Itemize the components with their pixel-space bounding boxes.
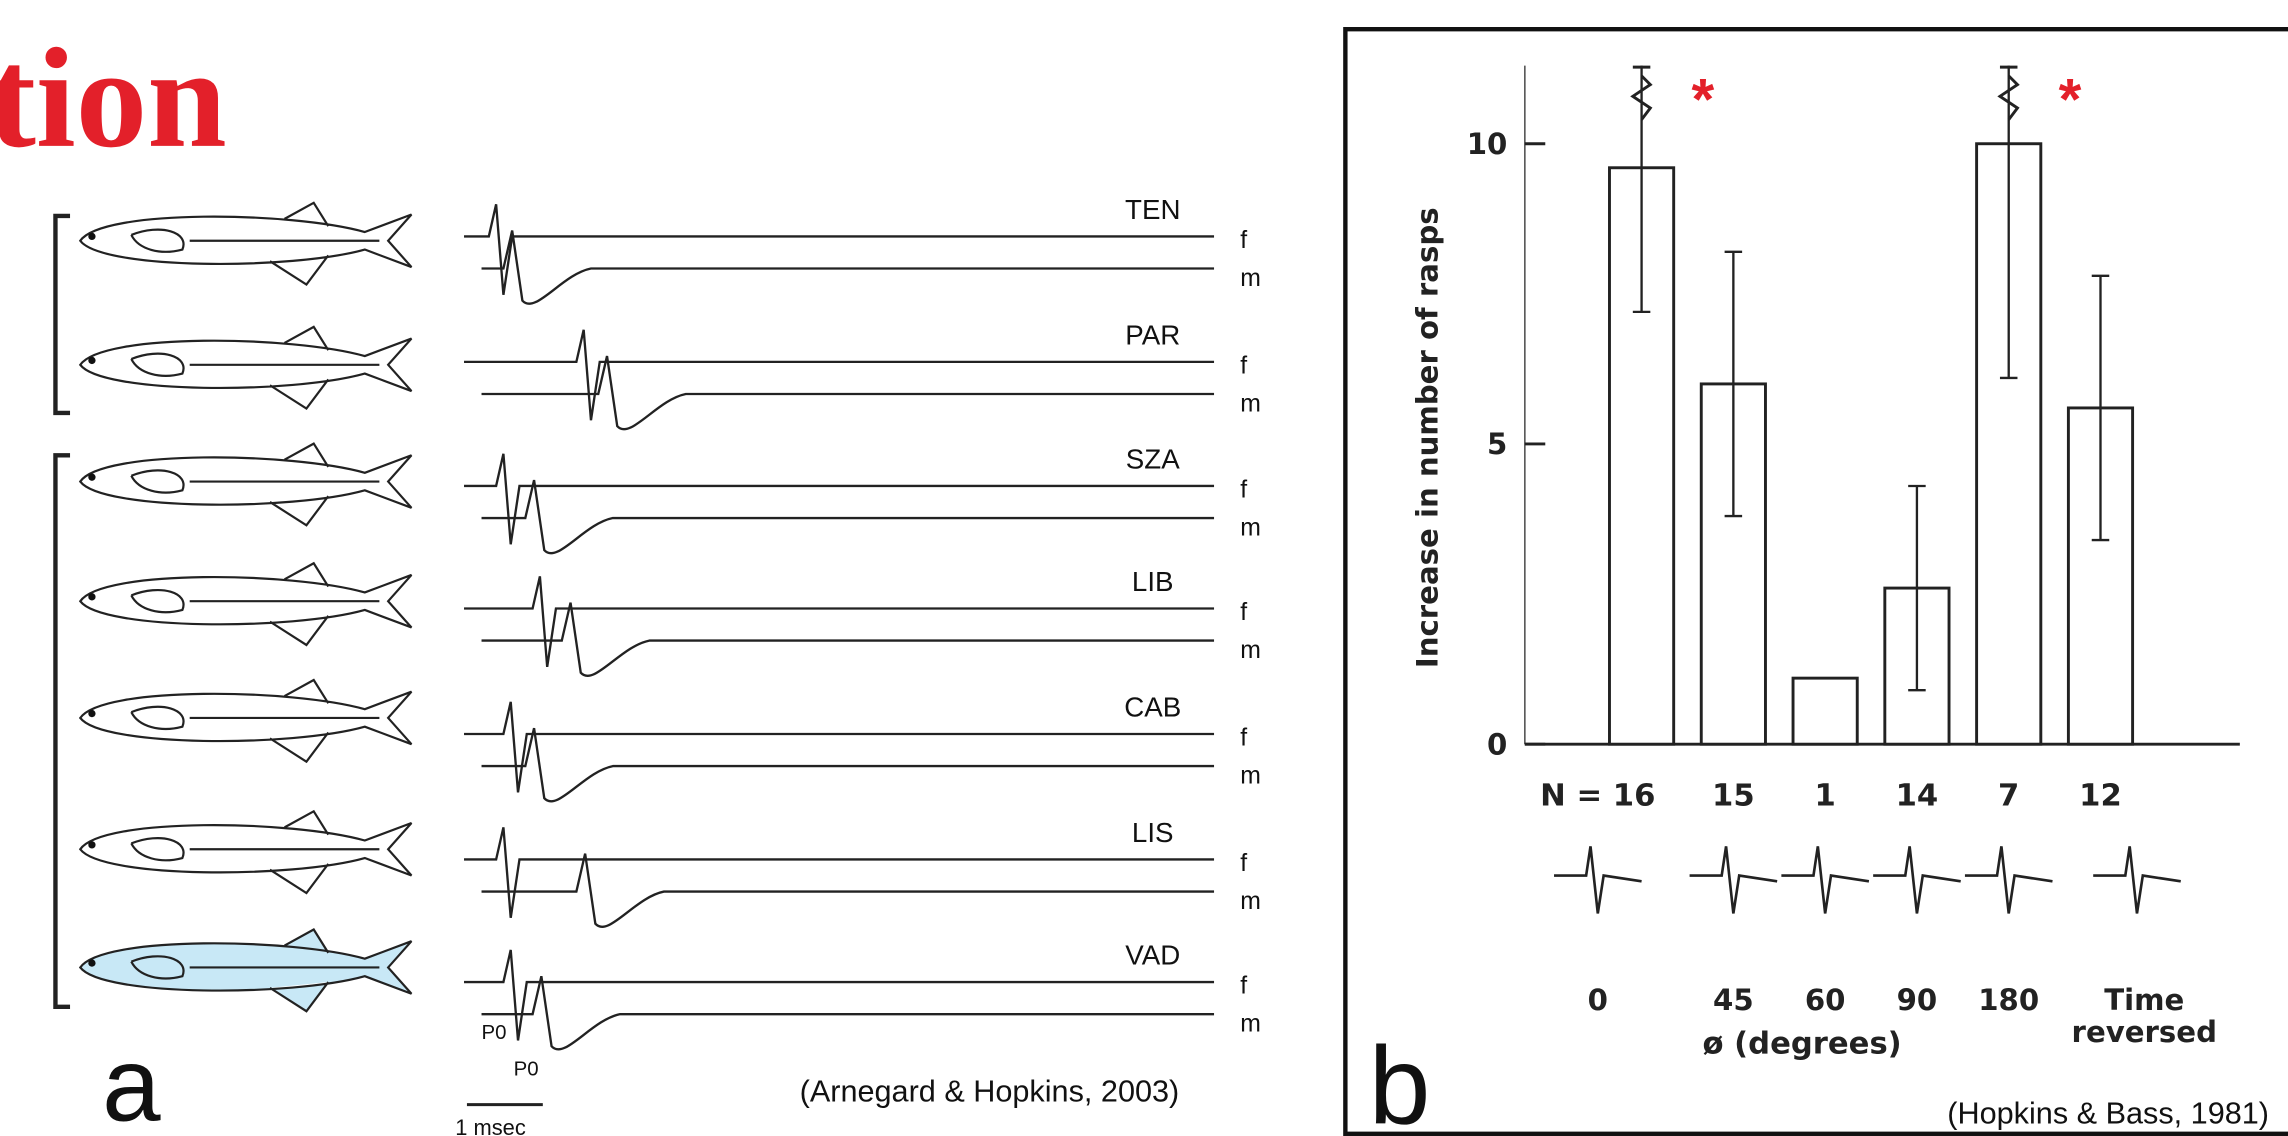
panel-letter: a [102,1027,161,1136]
waveform [1873,846,1961,914]
x-tick-label: 12 [2079,778,2122,813]
waveform [1554,846,1642,914]
x-tick-label: N = 16 [1540,778,1655,813]
sex-label: f [1240,477,1247,504]
waveform [1964,846,2053,914]
trace [481,355,1215,431]
sex-label: f [1240,599,1247,626]
trace [481,853,1215,928]
panel-frame [1343,27,2288,1136]
trace [481,602,1215,677]
trace [464,329,1215,421]
fish [78,928,413,1013]
phase-label: 0 [1588,983,1608,1017]
y-tick-label: 10 [1467,127,1508,161]
citation: (Hopkins & Bass, 1981) [1947,1097,2269,1131]
sex-label: m [1240,1011,1261,1038]
x-tick-label: 14 [1896,778,1939,813]
fish [78,678,413,764]
y-tick-label: 5 [1487,427,1507,461]
species-label: TEN [1125,194,1180,225]
fish [78,325,413,411]
species-label: PAR [1125,319,1180,350]
sex-label: m [1240,637,1261,664]
trace [464,576,1215,668]
fish-eye [88,959,96,967]
trace [464,204,1215,295]
species-label: LIB [1132,566,1174,597]
sex-label: f [1240,725,1247,752]
bracket [53,213,71,1010]
waveform [1781,846,1870,914]
y-axis-label: Increase in number of rasps [1410,207,1444,668]
species-label: LIS [1132,817,1174,848]
significance-star: * [1692,68,1715,133]
error-bar [1908,484,1926,692]
phase-label: 60 [1805,983,1846,1017]
y-tick-label: 0 [1487,727,1507,761]
trace [464,827,1215,919]
significance-star: * [2059,68,2082,133]
slide-title: tion [0,19,227,177]
error-bar [1632,65,1651,314]
waveform [1689,846,1778,914]
x-tick-label: 7 [1998,778,2019,813]
bar [1791,676,1859,746]
x-axis-label: ø (degrees) [1702,1027,1901,1062]
scale-label: 1 msec [455,1115,526,1136]
sex-label: m [1240,265,1261,292]
trace [481,230,1215,305]
fish-eye [88,232,96,241]
panel-letter: b [1369,1025,1431,1136]
axis-break [1997,65,2020,121]
fish [78,201,413,287]
marker-label: P0 [482,1022,507,1044]
trace [464,701,1215,793]
species-label: VAD [1125,940,1180,971]
fish-eye [88,593,96,601]
fish-eye [88,709,96,718]
fish-eye [88,841,96,849]
species-label: CAB [1124,691,1181,722]
trace [481,975,1215,1051]
species-label: SZA [1126,443,1180,474]
error-bar [1724,250,1743,518]
fish-eye [88,473,96,481]
citation: (Arnegard & Hopkins, 2003) [800,1075,1180,1109]
sex-label: f [1240,227,1247,254]
fish [78,561,413,647]
sex-label: m [1240,515,1261,542]
trace [481,727,1215,803]
marker-label: P0 [514,1058,539,1080]
trace [464,949,1215,1041]
sex-label: f [1240,353,1247,380]
sex-label: f [1240,973,1247,1000]
sex-label: m [1240,763,1261,790]
waveform [2093,846,2181,914]
x-tick-label: 1 [1814,778,1835,813]
sex-label: f [1240,850,1247,877]
error-bar [2091,274,2110,542]
fish [78,809,413,895]
sex-label: m [1240,888,1261,915]
axis-break [1630,65,1653,121]
trace [481,479,1215,555]
fish [78,442,413,527]
phase-label: Time reversed [2072,983,2217,1049]
sex-label: m [1240,391,1261,418]
x-tick-label: 15 [1712,778,1755,813]
phase-label: 90 [1897,983,1938,1017]
plot-area [1608,65,2135,746]
error-bar [1999,65,2018,380]
fish-eye [88,356,96,365]
phase-label: 180 [1978,983,2039,1017]
trace [464,453,1215,545]
phase-label: 45 [1713,983,1754,1017]
